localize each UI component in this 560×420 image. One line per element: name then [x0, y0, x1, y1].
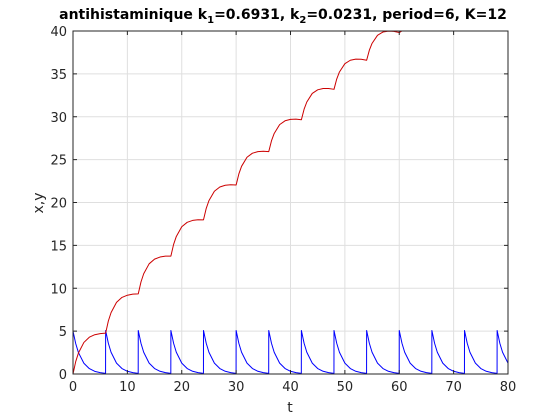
title-rest: =0.0231, period=6, K=12 — [306, 7, 507, 23]
x-tick-label: 30 — [228, 380, 245, 395]
x-tick-label: 60 — [391, 380, 408, 395]
title-sub-2: 2 — [299, 15, 306, 26]
y-tick-label: 0 — [59, 368, 67, 383]
x-axis-label: t — [287, 400, 293, 416]
x-tick-label: 20 — [173, 380, 190, 395]
y-tick-label: 25 — [50, 154, 67, 169]
y-tick-label: 20 — [50, 197, 67, 212]
y-tick-label: 15 — [50, 239, 67, 254]
y-tick-label: 10 — [50, 282, 67, 297]
chart-title: antihistaminique k1=0.6931, k2=0.0231, p… — [59, 7, 507, 26]
x-tick-label: 10 — [119, 380, 136, 395]
x-tick-label: 0 — [69, 380, 77, 395]
y-tick-label: 40 — [50, 25, 67, 40]
title-k1-value: =0.6931, k — [214, 7, 300, 23]
y-tick-label: 5 — [59, 325, 67, 340]
ticks: 0 10 20 30 40 50 60 70 80 0 5 10 15 20 25 30 35 40 — [50, 25, 516, 395]
grid — [72, 30, 509, 375]
y-tick-label: 35 — [50, 68, 67, 83]
y-tick-label: 30 — [50, 111, 67, 126]
x-tick-label: 80 — [500, 380, 517, 395]
series-line-x — [72, 329, 509, 374]
x-tick-label: 50 — [337, 380, 354, 395]
title-sub-1: 1 — [207, 15, 214, 26]
y-axis-label: x,y — [31, 192, 47, 213]
x-tick-label: 40 — [282, 380, 299, 395]
x-tick-label: 70 — [445, 380, 462, 395]
title-prefix: antihistaminique k — [59, 7, 208, 23]
